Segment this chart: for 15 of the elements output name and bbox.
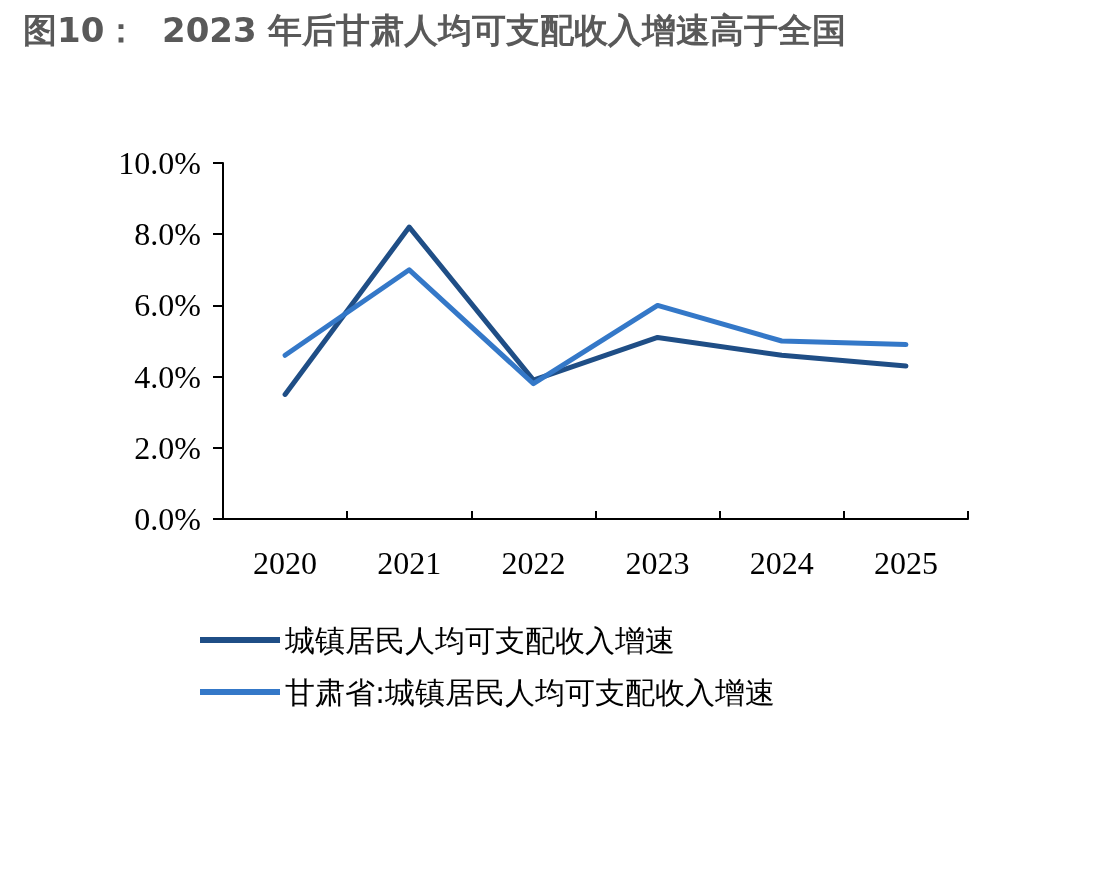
x-tick-label: 2021 — [377, 545, 442, 581]
y-tick-label: 2.0% — [134, 429, 201, 466]
y-tick-label: 10.0% — [118, 145, 201, 181]
chart-title: 图10： 2023 年后甘肃人均可支配收入增速高于全国 — [23, 10, 847, 50]
y-tick-label: 8.0% — [134, 216, 201, 253]
x-tick-label: 2025 — [873, 545, 938, 581]
y-tick-label: 0.0% — [134, 501, 201, 537]
x-tick-label: 2022 — [501, 545, 566, 581]
legend-label: 城镇居民人均可支配收入增速 — [284, 622, 675, 658]
y-tick-label: 6.0% — [134, 287, 201, 324]
y-tick-label: 4.0% — [134, 358, 201, 395]
x-tick-label: 2020 — [253, 545, 318, 581]
x-tick-label: 2023 — [625, 545, 690, 581]
legend-label: 甘肃省:城镇居民人均可支配收入增速 — [285, 674, 776, 710]
x-tick-label: 2024 — [749, 545, 814, 581]
